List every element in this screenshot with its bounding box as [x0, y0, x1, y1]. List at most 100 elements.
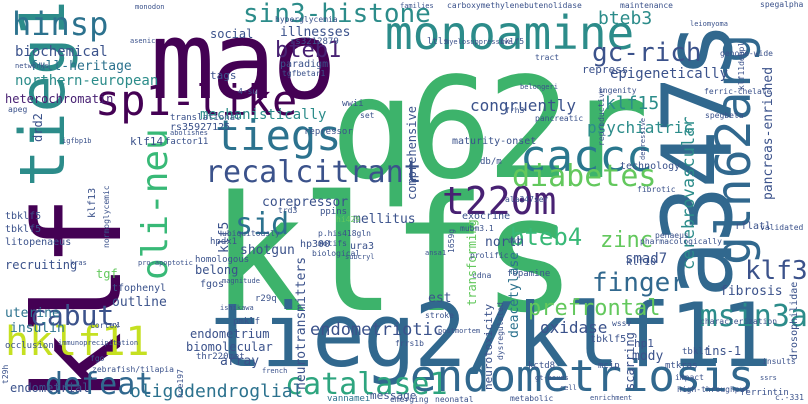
word-cell: cell — [560, 384, 577, 392]
word-monoamine: monoamine — [385, 6, 635, 60]
word-klf14: klf14 — [130, 135, 164, 148]
word-cortex: cortex — [90, 321, 119, 330]
word-klf15: klf15 — [605, 93, 660, 114]
word-epigenetically: epigenetically — [610, 66, 729, 82]
word-r29q: r29q — [255, 294, 277, 304]
word-neurotoxicity: neurotoxicity — [482, 303, 495, 390]
word-cabut: cabut — [30, 299, 115, 332]
word-rflatl: rflatl — [735, 221, 772, 232]
word-bteb4: bteb4 — [510, 223, 583, 251]
word-kctd8: kctd8 — [528, 361, 556, 371]
word-t220m: t220m — [442, 179, 557, 223]
word-repress: repress — [582, 63, 629, 76]
word-cerebrovascular: cerebrovascular — [679, 116, 699, 270]
word-pmklf: pmklf — [233, 317, 261, 327]
word-outline: outline — [112, 295, 167, 310]
word-klf11dehpl: klf11dehpl — [737, 41, 746, 90]
word-dysregulated: dysregulated — [496, 302, 505, 360]
word-wwii: wwii — [342, 99, 364, 109]
word-diabetes: diabetes — [512, 159, 657, 194]
word-validated: validated — [760, 223, 804, 232]
word-myelosuppressive: myelosuppressive — [445, 38, 513, 46]
word-caccc: caccc — [520, 131, 653, 182]
word-carboxymethylenebutenolidase: carboxymethylenebutenolidase — [447, 1, 582, 10]
word-french: french — [262, 367, 288, 375]
word-fgo: fgo — [90, 354, 105, 363]
word-endometriotic: endometriotic — [310, 320, 444, 340]
word-translational: translational — [170, 113, 241, 123]
word-reproductive: reproductive — [597, 88, 606, 146]
word-pro-apoptotic: pro-apoptotic — [138, 259, 193, 267]
word-ins-1: ins-1 — [705, 344, 742, 358]
word-vannamei: vannamei — [327, 394, 371, 404]
word-biomolecular: biomolecular — [186, 340, 273, 354]
word-est: est — [428, 291, 452, 306]
word-mtkras: mtkras — [665, 361, 698, 371]
word-endometriosis: endometriosis — [410, 351, 755, 402]
word-normoglycemic: normoglycemic — [102, 185, 111, 248]
word-biochemical: biochemical — [15, 44, 108, 60]
word-gt-boxes: gt-boxes — [535, 374, 569, 382]
word-sp1-like: sp1-like — [95, 76, 298, 125]
word-postmortem: postmortem — [438, 327, 481, 335]
word-bteb1: bteb1 — [275, 38, 342, 63]
word-occlusion: occlusion — [5, 341, 54, 351]
word-mechanistically: mechanistically — [200, 107, 327, 123]
word-stroke: stroke — [425, 311, 454, 320]
word-hinsp: hinsp — [12, 5, 109, 43]
word-factor11: factor11 — [165, 137, 209, 147]
word-abolishes: abolishes — [170, 129, 208, 137]
word-smad7: smad7 — [625, 251, 668, 267]
word-hi429: hi429 — [336, 215, 361, 224]
word-zinc: zinc — [600, 228, 653, 253]
word-high-throughput: high-throughput — [677, 385, 750, 394]
word-insulin: insulin — [10, 321, 65, 336]
word-c-331: c.-331 — [775, 393, 804, 402]
word-asenic: asenic — [130, 37, 156, 45]
word-defeat: defeat — [45, 367, 154, 402]
word-technology: technology — [620, 161, 681, 172]
word-pharmacologically: pharmacologically — [640, 237, 722, 246]
word-hp300: hp300 — [300, 239, 331, 250]
word-ubiquitously: ubiquitously — [222, 229, 280, 238]
word-genome-wide: genome-wide — [720, 49, 773, 58]
word-mody: mody — [632, 349, 664, 364]
word-klf10: klf10 — [626, 257, 657, 268]
word-set: set — [360, 111, 375, 120]
word-ltls: ltls — [427, 37, 449, 47]
word-full-heritage: full-heritage — [30, 59, 132, 74]
word-ssrs: ssrs — [760, 374, 777, 382]
word-neurotransmitters: neurotransmitters — [294, 256, 309, 390]
word-ww1: ww1 — [508, 237, 521, 245]
word-ura3: ura3 — [350, 241, 375, 252]
word-tbklf5-c: tbklf5 — [5, 211, 42, 222]
word-homologous: homologous — [195, 255, 250, 265]
word-prefrontal: prefrontal — [528, 296, 661, 321]
word-paradigm: paradigm — [280, 59, 329, 70]
word-ferrintin: ferrintin — [740, 388, 789, 398]
word-pancreatic: pancreatic — [535, 114, 584, 123]
word-corepressor: corepressor — [262, 195, 349, 210]
word-emerging: emerging — [390, 395, 429, 404]
word-hce197: hce197 — [176, 369, 185, 398]
word-belong: belong — [195, 263, 239, 277]
word-gc-rich: gc-rich — [592, 38, 702, 68]
word-bteb3: bteb3 — [598, 8, 653, 29]
word-depressive: depressive — [639, 117, 647, 160]
word-deacetylase: deacetylase — [507, 251, 522, 338]
word-prolific: prolific — [470, 251, 509, 260]
word-belongeri: belongeri — [520, 83, 558, 91]
word-frrs1b: frrs1b — [395, 339, 424, 348]
word-impact: impact — [675, 373, 704, 382]
word-endometrium: endometrium — [190, 327, 270, 341]
word-klf3: klf3 — [745, 256, 808, 286]
word-hklf11: hklf11 — [5, 319, 150, 365]
word-tags: tags — [210, 69, 237, 82]
word-apeg: apeg — [8, 105, 28, 114]
word-hpdx1: hpdx1 — [210, 237, 238, 247]
word-magnitude: magnitude — [222, 277, 260, 285]
word-penaeus: penaeus — [655, 231, 689, 240]
word-finger: finger — [592, 268, 686, 298]
word-tieg2-klf11: tieg2/klf11 — [210, 284, 773, 387]
